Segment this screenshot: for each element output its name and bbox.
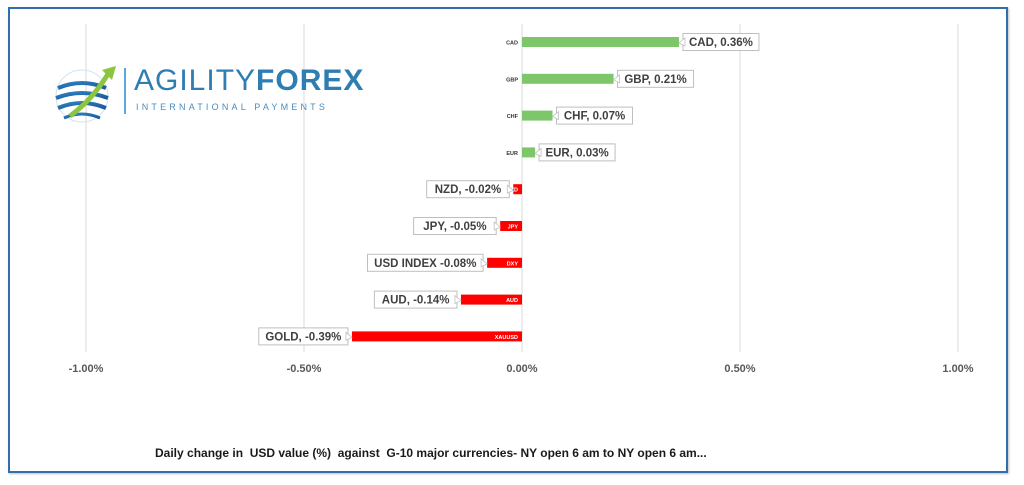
- x-tick-label: 1.00%: [942, 363, 973, 375]
- data-label-pointer: [480, 257, 488, 268]
- bar-aud: [460, 294, 522, 305]
- data-label-pointer: [506, 184, 515, 194]
- data-label: CHF, 0.07%: [564, 111, 625, 123]
- logo-wordmark: AGILITYFOREX: [134, 64, 365, 97]
- data-label-pointer: [551, 110, 559, 121]
- data-label-pointer: [612, 73, 620, 84]
- bar-chf: [522, 110, 553, 121]
- bar-jpy: [500, 221, 522, 231]
- data-label: CAD, 0.36%: [689, 37, 753, 49]
- chart-caption: Daily change in USD value (%) against G-…: [155, 446, 707, 460]
- logo-tagline: INTERNATIONAL PAYMENTS: [136, 102, 329, 112]
- category-label: DXY: [507, 261, 519, 267]
- bar-cad: [522, 37, 679, 47]
- data-label: USD INDEX -0.08%: [374, 258, 476, 270]
- x-tick-label: -1.00%: [69, 363, 104, 375]
- category-label: EUR: [506, 151, 518, 157]
- bar-nzd: [513, 184, 522, 195]
- x-tick-label: 0.50%: [724, 363, 755, 375]
- logo-divider: [124, 68, 126, 114]
- data-label: EUR, 0.03%: [545, 147, 608, 159]
- chart-frame: [8, 7, 1008, 473]
- data-label-pointer: [534, 147, 542, 158]
- data-label: NZD, -0.02%: [435, 184, 501, 196]
- x-tick-label: -0.50%: [287, 363, 322, 375]
- bar-xauusd: [351, 331, 522, 342]
- agilityforex-logo: AGILITYFOREX INTERNATIONAL PAYMENTS: [52, 60, 363, 130]
- data-label-pointer: [454, 294, 462, 305]
- category-label: AUD: [506, 298, 518, 304]
- category-label: CAD: [506, 41, 518, 47]
- data-label-pointer: [678, 37, 686, 47]
- bar-eur: [522, 147, 536, 158]
- data-label-pointer: [493, 221, 501, 231]
- bar-dxy: [487, 257, 522, 268]
- data-label: GBP, 0.21%: [624, 74, 686, 86]
- category-label: GBP: [506, 77, 518, 83]
- category-label: JPY: [508, 225, 519, 231]
- category-label: XAUUSD: [495, 335, 518, 341]
- data-label-pointer: [345, 331, 353, 342]
- globe-arrow-icon: [55, 66, 116, 123]
- data-label: GOLD, -0.39%: [265, 331, 341, 343]
- category-label: CHF: [507, 114, 519, 120]
- data-label: AUD, -0.14%: [382, 295, 450, 307]
- data-label: JPY, -0.05%: [423, 221, 486, 233]
- x-tick-label: 0.00%: [506, 363, 537, 375]
- bar-gbp: [522, 73, 614, 84]
